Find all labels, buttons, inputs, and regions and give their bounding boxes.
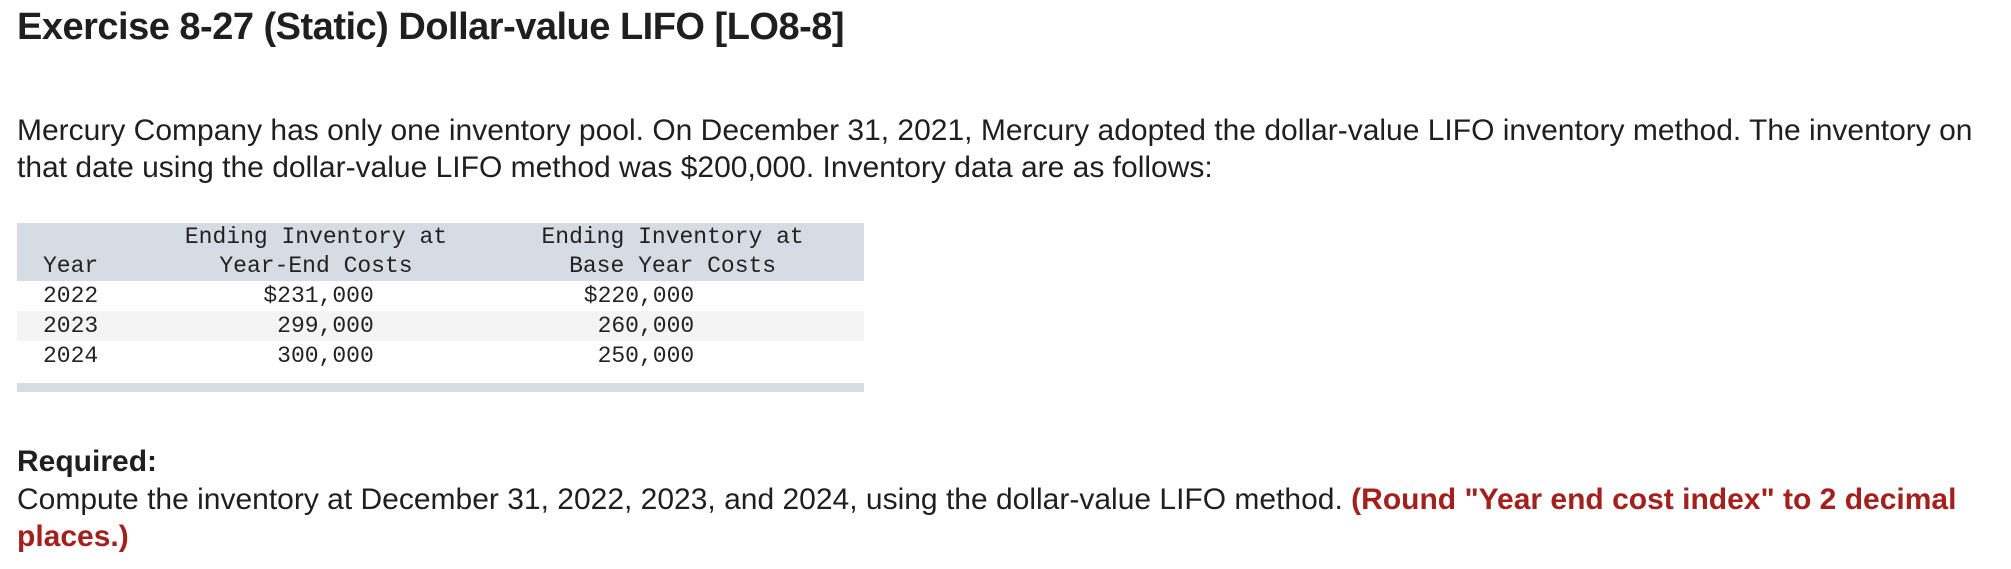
cell-year-end-cost: 300,000 [277,343,374,369]
header-base-year-costs: Ending Inventory at Base Year Costs [481,223,864,281]
header-year-end-line2: Year-End Costs [219,253,413,279]
cell-base-year-cost: $220,000 [583,283,695,309]
cell-base-year-cost: 250,000 [597,343,695,369]
cell-year: 2024 [17,341,151,371]
table-header-row: Year Ending Inventory at Year-End Costs … [17,223,864,281]
cell-year: 2023 [17,311,151,341]
required-instructions: Compute the inventory at December 31, 20… [17,481,1957,555]
table-row: 2024 300,000 250,000 [17,341,864,371]
exercise-intro: Mercury Company has only one inventory p… [17,114,1973,184]
required-label: Required: [17,445,158,478]
table-spacer [17,371,864,383]
header-year-label: Year [43,253,99,279]
table-row: 2022 $231,000 $220,000 [17,281,864,311]
cell-base-year-cost: 260,000 [597,313,695,339]
header-year-end-line1: Ending Inventory at [184,224,448,250]
header-base-year-line2: Base Year Costs [569,253,777,279]
exercise-title: Exercise 8-27 (Static) Dollar-value LIFO… [17,6,845,48]
inventory-data-table: Year Ending Inventory at Year-End Costs … [17,223,864,392]
cell-year-end-cost: 299,000 [277,313,374,339]
cell-year: 2022 [17,281,151,311]
header-year-end-costs: Ending Inventory at Year-End Costs [150,223,482,281]
header-year: Year [17,223,151,281]
required-text: Compute the inventory at December 31, 20… [17,483,1343,516]
table-row: 2023 299,000 260,000 [17,311,864,341]
header-base-year-line1: Ending Inventory at [541,224,804,250]
rounding-note: (Round "Year end cost index" to 2 decima… [17,483,1957,553]
table-footer-bar [17,383,864,392]
cell-year-end-cost: $231,000 [263,283,374,309]
